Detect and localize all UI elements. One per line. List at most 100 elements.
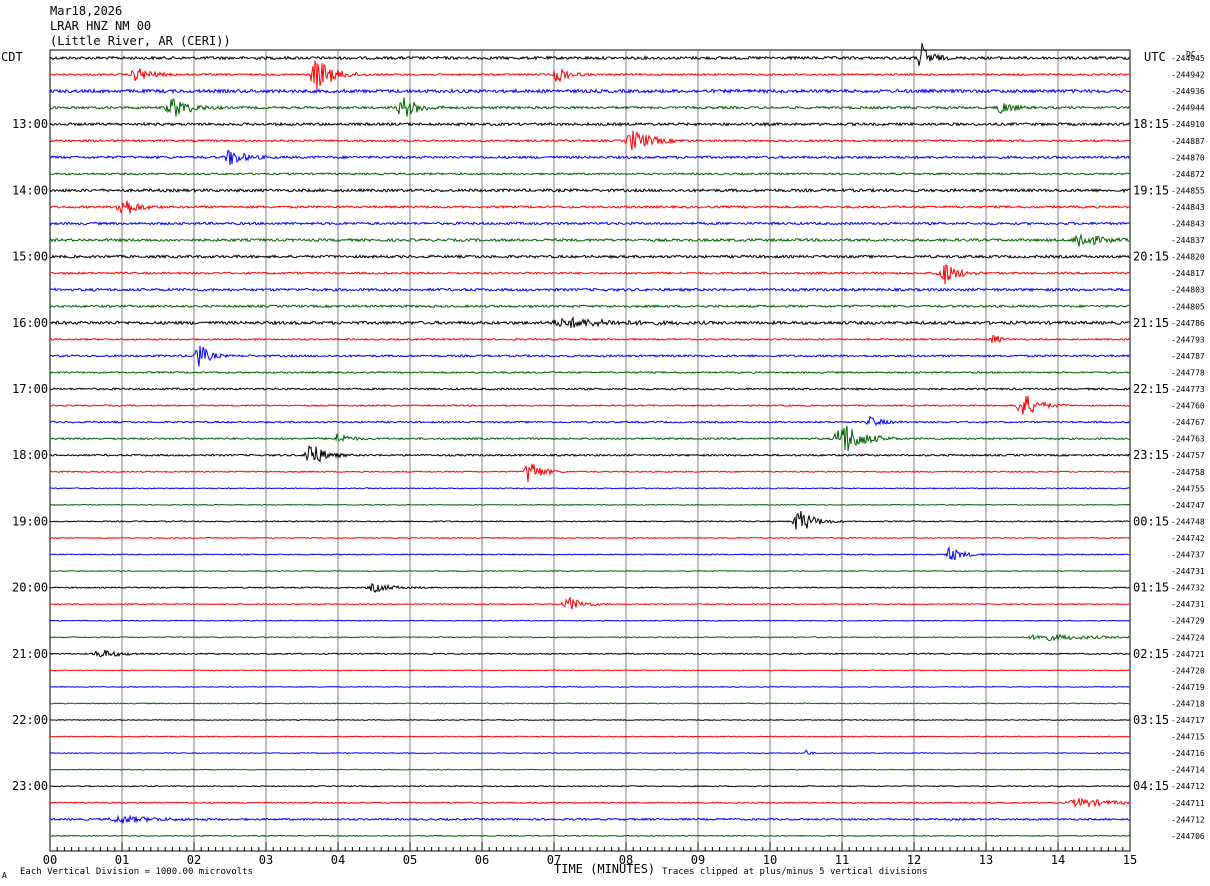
right-hour-label: 22:15 [1133,382,1169,396]
trace-line [50,254,1131,260]
trace-line [49,583,1131,593]
dc-offset-label: -244786 [1171,319,1205,328]
dc-offset-label: -244724 [1171,633,1205,642]
chart-location: (Little River, AR (CERI)) [50,34,231,48]
dc-offset-label: -244872 [1171,170,1205,179]
trace-line [49,735,1131,738]
dc-offset-label: -244757 [1171,451,1205,460]
left-hour-label: 18:00 [12,448,48,462]
trace-line [49,233,1131,247]
dc-offset-label: -244706 [1171,832,1205,841]
left-hour-label: 22:00 [12,713,48,727]
trace-line [49,768,1131,771]
dc-offset-label: -244711 [1171,799,1205,808]
dc-offset-label: -244767 [1171,418,1205,427]
trace-line [49,43,1131,66]
trace-line [49,370,1131,375]
left-hour-label: 16:00 [12,316,48,330]
right-hour-label: 00:15 [1133,514,1169,528]
dc-offset-label: -244712 [1171,782,1205,791]
trace-line [49,387,1131,391]
dc-offset-label: -244748 [1171,517,1205,526]
trace-line [49,395,1131,415]
trace-line [49,814,1131,825]
dc-offset-label: -244729 [1171,617,1205,626]
dc-offset-label: -244718 [1171,699,1205,708]
x-tick-label: 05 [403,853,417,867]
trace-line [49,415,1131,427]
trace-line [49,97,1131,117]
trace-line [49,633,1131,642]
scale-note: Each Vertical Division = 1000.00 microvo… [20,867,253,877]
left-hour-label: 13:00 [12,117,48,131]
dc-offset-label: -244737 [1171,551,1205,560]
trace-line [49,264,1131,285]
trace-line [49,649,1131,658]
trace-line [49,797,1131,809]
trace-line [49,570,1130,573]
left-hour-label: 14:00 [12,183,48,197]
dc-offset-label: -244817 [1171,269,1205,278]
x-tick-label: 07 [547,853,561,867]
dc-offset-label: -244910 [1171,120,1205,129]
right-hour-label: 01:15 [1133,581,1169,595]
dc-offset-label: -244732 [1171,584,1205,593]
dc-offset-label: -244719 [1171,683,1205,692]
plot-frame [49,49,1131,852]
dc-offset-label: -244803 [1171,286,1205,295]
dc-offset-label: -244714 [1171,766,1205,775]
left-hour-label: 15:00 [12,250,48,264]
dc-offset-label: -244717 [1171,716,1205,725]
trace-line [49,149,1131,165]
dc-offset-label: -244793 [1171,335,1205,344]
dc-offset-label: -244747 [1171,501,1205,510]
left-hour-label: 21:00 [12,647,48,661]
right-hour-label: 03:15 [1133,713,1169,727]
trace-line [49,785,1131,788]
dc-offset-label: -244758 [1171,468,1205,477]
chart-date: Mar18,2026 [50,4,123,18]
right-hour-label: 19:15 [1133,183,1169,197]
dc-offset-label: -244870 [1171,153,1205,162]
trace-line [49,718,1131,722]
dc-offset-label: -244855 [1171,186,1205,195]
trace-line [49,487,1131,490]
dc-offset-label: -244716 [1171,749,1205,758]
dc-offset-label: -244720 [1171,666,1205,675]
trace-line [49,545,1130,561]
trace-line [49,425,1131,452]
left-hour-label: 19:00 [12,514,48,528]
right-timezone-label: UTC [1144,50,1166,64]
x-tick-label: 09 [691,853,705,867]
dc-offset-label: -244837 [1171,236,1205,245]
x-axis-label: TIME (MINUTES) [554,862,656,876]
trace-line [50,669,1131,672]
x-tick-label: 10 [763,853,777,867]
x-tick-label: 06 [475,853,489,867]
trace-line [49,334,1131,343]
trace-line [49,702,1131,705]
trace-line [49,304,1131,309]
dc-offset-label: -244843 [1171,203,1205,212]
left-hour-label: 20:00 [12,581,48,595]
trace-line [49,172,1131,176]
trace-line [49,200,1131,214]
trace-line [49,619,1131,622]
x-tick-label: 02 [187,853,201,867]
dc-header-label: DC [1186,50,1196,59]
x-tick-label: 04 [331,853,345,867]
dc-offset-label: -244755 [1171,484,1205,493]
trace-line [49,749,1130,755]
trace-line [49,315,1131,328]
trace-line [49,130,1131,151]
corner-mark: A [2,871,7,880]
trace-line [49,685,1131,688]
trace-line [50,510,1131,530]
dc-offset-label: -244944 [1171,104,1205,113]
dc-offset-label: -244731 [1171,567,1205,576]
dc-offset-label: -244843 [1171,220,1205,229]
dc-offset-label: -244936 [1171,87,1205,96]
dc-offset-label: -244742 [1171,534,1205,543]
right-hour-label: 02:15 [1133,647,1169,661]
